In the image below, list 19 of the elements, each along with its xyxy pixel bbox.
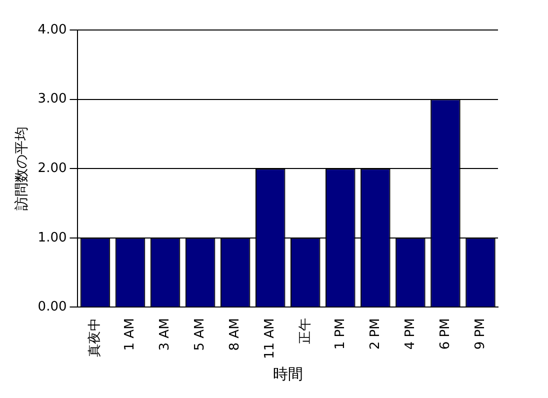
- y-tick-label: 3.00: [38, 92, 67, 107]
- x-tick-label: 正午: [298, 318, 313, 344]
- x-axis-title: 時間: [272, 364, 303, 383]
- x-tick-label: 真夜中: [86, 318, 103, 358]
- x-tick-label: 1 AM: [122, 318, 138, 351]
- x-tick-label: 5 AM: [192, 318, 208, 351]
- x-tick-label: 9 PM: [472, 318, 488, 350]
- y-tick-label: 1.00: [38, 230, 67, 246]
- x-tick-label: 6 PM: [438, 318, 453, 350]
- x-tick-label: 8 AM: [228, 318, 243, 351]
- x-tick-label: 4 PM: [402, 318, 418, 350]
- x-tick-label: 3 AM: [158, 318, 173, 351]
- y-tick-label: 2.00: [38, 160, 67, 176]
- x-tick-label: 2 PM: [368, 318, 383, 350]
- y-tick-label: 4.00: [38, 22, 67, 38]
- y-axis-title: 訪問数の平均: [14, 126, 30, 211]
- x-tick-label: 1 PM: [332, 318, 348, 350]
- x-tick-label: 11 AM: [262, 318, 278, 360]
- y-tick-label: 0.00: [38, 300, 67, 315]
